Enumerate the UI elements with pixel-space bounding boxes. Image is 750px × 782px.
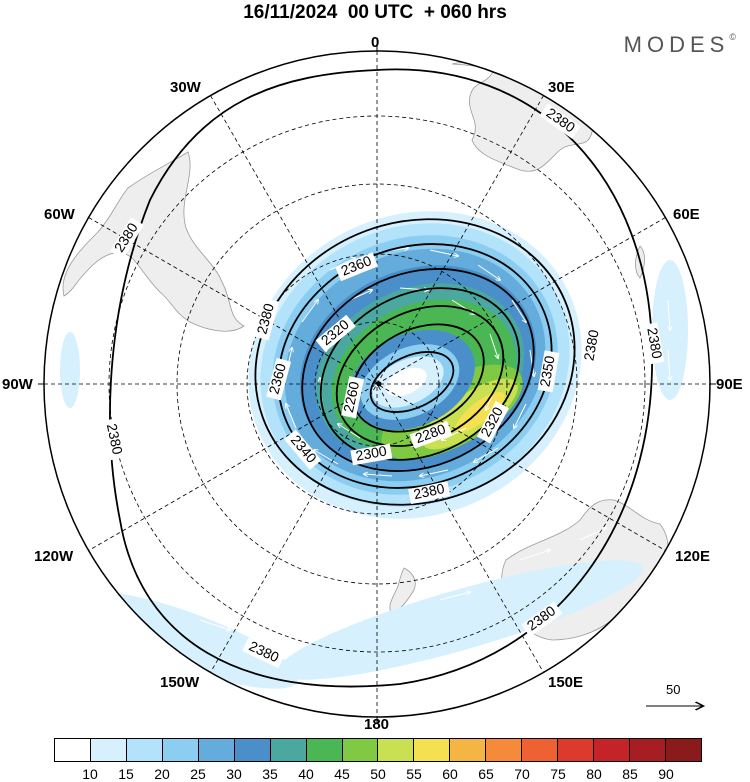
legend-swatch (558, 739, 595, 761)
legend-tick-label: 45 (334, 766, 350, 782)
lon-label-150w: 150W (160, 674, 200, 691)
legend-swatch (486, 739, 523, 761)
pole-marker (376, 381, 382, 387)
legend-swatch (90, 739, 127, 761)
lon-label-60w: 60W (44, 206, 75, 223)
legend-swatch (594, 739, 630, 761)
lon-label-60e: 60E (673, 206, 700, 223)
legend-swatch (665, 739, 701, 761)
lon-label-120e: 120E (675, 548, 711, 565)
legend-swatch (378, 739, 415, 761)
legend-tick-label: 15 (118, 766, 134, 782)
legend-tick-label: 80 (586, 766, 602, 782)
legend-swatch (55, 739, 91, 761)
legend-tick-label: 50 (370, 766, 386, 782)
contour-label: 2380 (580, 328, 601, 362)
lon-label-0: 0 (371, 34, 380, 51)
lon-label-30w: 30W (170, 79, 201, 96)
legend-tick-label: 60 (442, 766, 458, 782)
boundary-ticks (38, 45, 716, 723)
contour-label: 2300 (354, 442, 388, 463)
contour-label: 2380 (104, 422, 126, 456)
legend-tick-label: 35 (262, 766, 278, 782)
legend-tick-label: 25 (190, 766, 206, 782)
lon-label-90e: 90E (716, 376, 743, 393)
speed-color-legend (54, 738, 702, 762)
legend-swatch (126, 739, 163, 761)
brand-logo: MODES© (623, 32, 736, 57)
lon-label-150e: 150E (548, 674, 584, 691)
legend-swatch (414, 739, 451, 761)
legend-tick-label: 40 (298, 766, 314, 782)
legend-swatch (306, 739, 343, 761)
legend-swatch (270, 739, 307, 761)
legend-swatch (198, 739, 235, 761)
wind-reference-vector: 50 (644, 682, 708, 718)
contour-label: 2380 (644, 326, 665, 360)
lon-label-30e: 30E (548, 79, 575, 96)
contour-label: 2260 (340, 380, 362, 414)
contour-label: 2350 (536, 354, 557, 388)
legend-tick-label: 30 (226, 766, 242, 782)
contour-label: 2360 (265, 361, 289, 395)
lon-label-90w: 90W (2, 376, 33, 393)
legend-tick-label: 10 (82, 766, 98, 782)
legend-tick-label: 85 (622, 766, 638, 782)
legend-tick-label: 75 (550, 766, 566, 782)
legend-tick-label: 65 (478, 766, 494, 782)
legend-swatch (450, 739, 487, 761)
wind-reference-value: 50 (666, 682, 681, 697)
legend-tick-label: 90 (658, 766, 674, 782)
legend-swatch (162, 739, 199, 761)
contour-label: 2380 (412, 480, 446, 502)
map-title: 16/11/2024 00 UTC + 060 hrs (243, 2, 507, 23)
lon-label-180: 180 (364, 716, 390, 733)
legend-tick-labels: 10 15 20 25 30 35 40 45 50 55 60 65 70 75 80 85 90 (54, 766, 702, 782)
legend-tick-label: 70 (514, 766, 530, 782)
contour-label: 2380 (253, 301, 277, 335)
legend-swatch (342, 739, 379, 761)
legend-tick-label: 20 (154, 766, 170, 782)
legend-tick-label: 55 (406, 766, 422, 782)
south-america-landmass (62, 151, 245, 332)
legend-swatch (630, 739, 666, 761)
legend-swatch (234, 739, 271, 761)
lon-label-120w: 120W (34, 548, 74, 565)
legend-swatch (522, 739, 559, 761)
